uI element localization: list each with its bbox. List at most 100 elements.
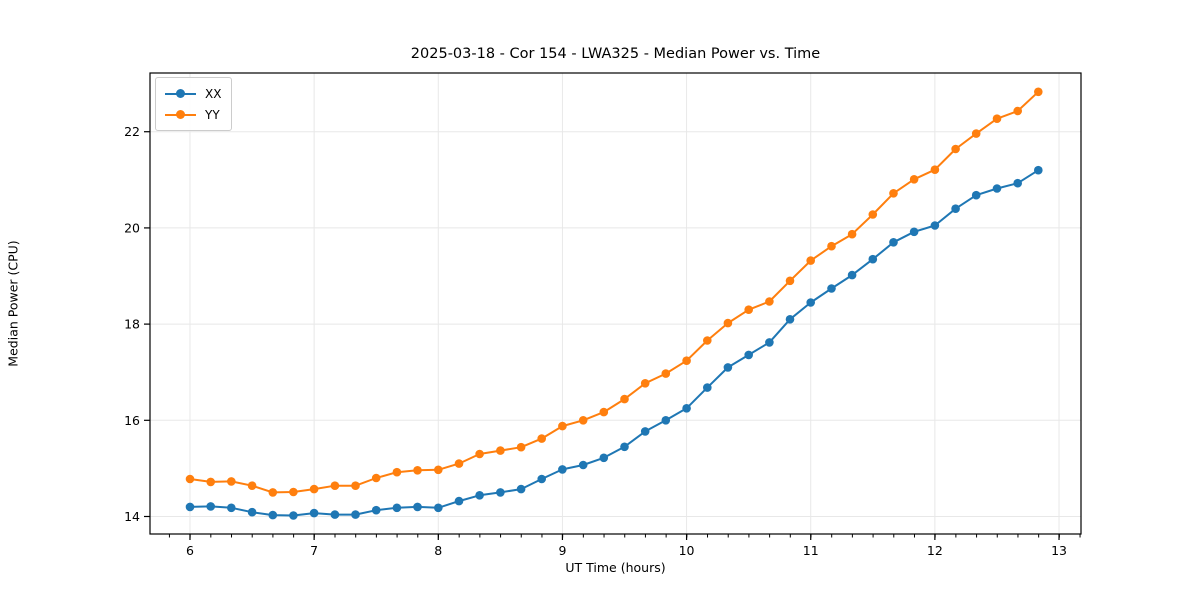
data-point-yy xyxy=(268,488,278,497)
data-point-xx xyxy=(930,221,940,230)
data-point-yy xyxy=(413,466,422,475)
data-point-xx xyxy=(909,227,919,237)
data-point-xx xyxy=(620,442,629,452)
data-point-yy xyxy=(909,175,919,184)
y-tick-label: 18 xyxy=(124,317,140,332)
data-point-yy xyxy=(785,276,795,286)
data-point-yy xyxy=(951,144,960,154)
x-tick-label: 12 xyxy=(927,543,943,558)
plot-border xyxy=(149,72,1082,535)
y-tick-label: 16 xyxy=(124,413,140,428)
data-point-xx xyxy=(330,510,340,519)
data-point-yy xyxy=(889,189,898,198)
y-tick-label: 14 xyxy=(124,509,140,524)
data-point-xx xyxy=(1034,165,1043,175)
data-point-xx xyxy=(434,503,443,513)
data-point-yy xyxy=(806,256,815,265)
data-point-xx xyxy=(558,465,567,474)
legend-line-marker-xx xyxy=(165,88,196,98)
data-point-xx xyxy=(496,488,505,497)
data-point-xx xyxy=(806,298,815,307)
data-point-yy xyxy=(765,297,774,306)
data-point-yy xyxy=(434,465,443,475)
data-point-yy xyxy=(682,356,691,366)
data-point-yy xyxy=(744,305,753,315)
data-point-xx xyxy=(785,315,795,324)
data-point-xx xyxy=(640,427,650,436)
data-point-yy xyxy=(247,481,257,491)
legend-item-yy: YY xyxy=(165,104,221,125)
data-point-yy xyxy=(930,165,940,174)
data-point-yy xyxy=(309,484,319,494)
data-point-xx xyxy=(992,184,1002,193)
data-point-yy xyxy=(620,394,629,404)
x-tick-label: 10 xyxy=(679,543,695,558)
x-tick-label: 6 xyxy=(186,543,194,558)
data-point-xx xyxy=(268,510,278,520)
legend-label-xx: XX xyxy=(205,86,222,101)
data-point-xx xyxy=(889,238,898,247)
data-point-yy xyxy=(723,318,733,328)
y-tick-label: 22 xyxy=(124,124,140,139)
data-point-yy xyxy=(661,369,671,378)
legend: XX YY xyxy=(155,77,233,131)
data-point-xx xyxy=(227,503,236,513)
data-point-yy xyxy=(351,481,360,491)
data-point-yy xyxy=(289,487,298,497)
data-point-yy xyxy=(868,210,878,219)
data-point-xx xyxy=(413,502,422,512)
data-point-xx xyxy=(247,507,257,517)
data-point-yy xyxy=(992,114,1002,123)
data-point-yy xyxy=(185,474,195,484)
data-point-yy xyxy=(599,407,609,417)
data-point-yy xyxy=(847,229,857,239)
legend-label-yy: YY xyxy=(205,107,220,122)
legend-line-marker-yy xyxy=(165,109,196,119)
x-tick-label: 9 xyxy=(558,543,566,558)
data-point-yy xyxy=(1013,106,1022,116)
data-point-yy xyxy=(827,241,836,251)
data-point-yy xyxy=(330,481,340,491)
data-point-xx xyxy=(827,284,836,293)
data-point-xx xyxy=(661,416,671,425)
y-tick-label: 20 xyxy=(124,220,140,235)
data-point-xx xyxy=(475,491,484,500)
data-point-xx xyxy=(371,505,381,515)
data-point-yy xyxy=(496,446,505,455)
x-tick-label: 11 xyxy=(803,543,819,558)
x-tick-label: 13 xyxy=(1051,543,1067,558)
data-point-xx xyxy=(723,363,733,372)
series-line-yy xyxy=(189,91,1039,494)
data-point-xx xyxy=(682,404,691,413)
x-tick-label: 8 xyxy=(434,543,442,558)
data-point-yy xyxy=(703,336,712,345)
data-point-xx xyxy=(206,502,215,511)
data-point-xx xyxy=(516,484,526,494)
data-point-xx xyxy=(185,502,195,512)
data-point-yy xyxy=(1034,87,1043,97)
data-point-yy xyxy=(558,421,567,431)
data-point-yy xyxy=(971,129,981,138)
x-tick-label: 7 xyxy=(310,543,318,558)
data-point-xx xyxy=(578,460,588,470)
series-line-xx xyxy=(189,169,1039,517)
data-point-xx xyxy=(847,270,857,280)
data-point-yy xyxy=(454,459,464,468)
data-point-yy xyxy=(537,434,546,443)
data-point-xx xyxy=(951,204,960,213)
data-point-yy xyxy=(516,442,526,452)
data-point-xx xyxy=(971,190,981,200)
data-point-xx xyxy=(868,254,878,264)
data-point-xx xyxy=(765,338,774,347)
x-axis-label: UT Time (hours) xyxy=(565,560,666,575)
data-point-yy xyxy=(371,473,381,483)
data-point-xx xyxy=(1013,178,1022,188)
data-point-yy xyxy=(206,477,215,487)
data-point-xx xyxy=(351,510,360,519)
data-point-xx xyxy=(454,496,464,506)
data-point-xx xyxy=(289,511,298,520)
data-point-xx xyxy=(309,508,319,518)
data-point-yy xyxy=(227,477,236,486)
